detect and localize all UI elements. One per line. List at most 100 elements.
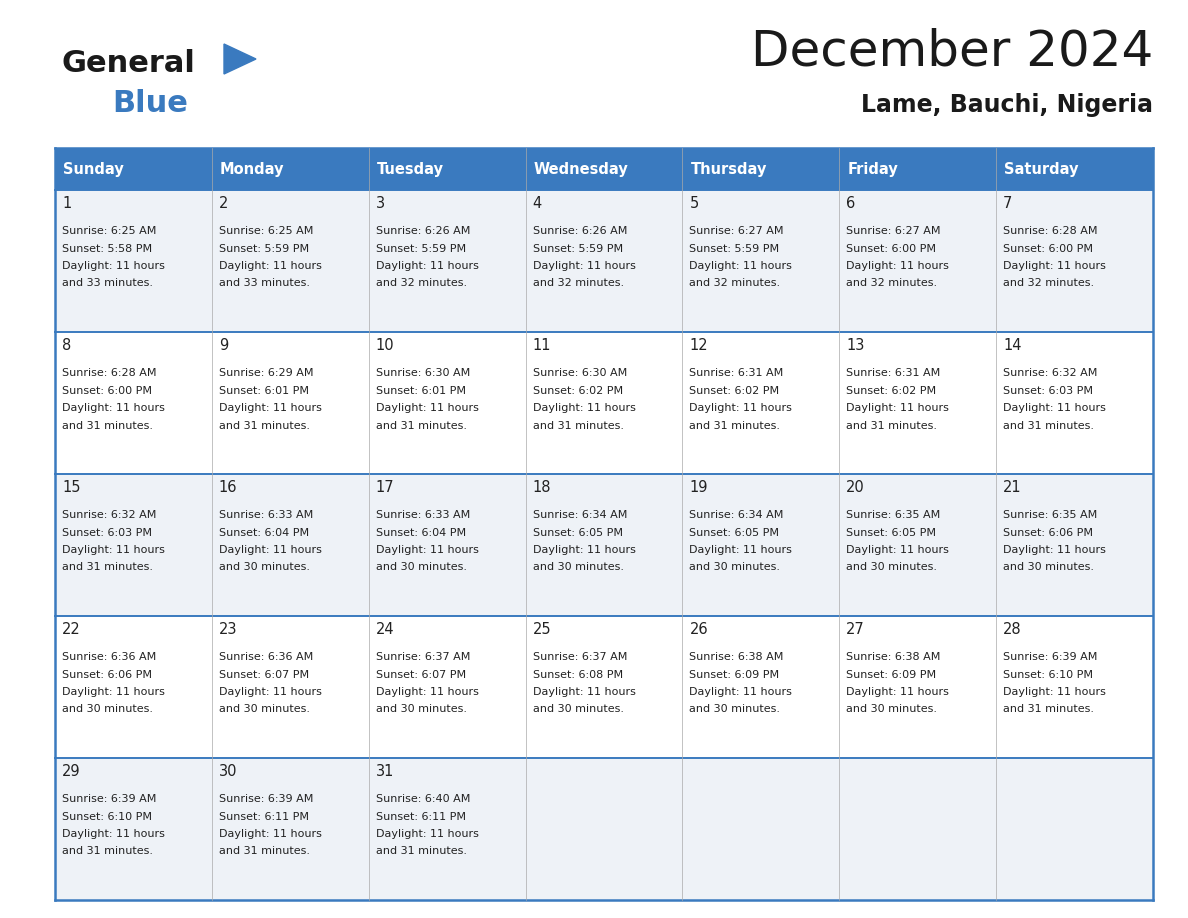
- Bar: [211, 190, 368, 332]
- Text: Daylight: 11 hours: Daylight: 11 hours: [62, 687, 165, 697]
- Text: Sunset: 6:10 PM: Sunset: 6:10 PM: [1003, 669, 1093, 679]
- Text: and 31 minutes.: and 31 minutes.: [375, 846, 467, 856]
- Bar: [55, 148, 211, 190]
- Text: 23: 23: [219, 622, 238, 637]
- Text: and 31 minutes.: and 31 minutes.: [1003, 704, 1094, 714]
- Text: Sunset: 6:10 PM: Sunset: 6:10 PM: [62, 812, 152, 822]
- Text: 25: 25: [532, 622, 551, 637]
- Text: Sunrise: 6:33 AM: Sunrise: 6:33 AM: [219, 510, 314, 520]
- Text: Sunrise: 6:30 AM: Sunrise: 6:30 AM: [532, 368, 627, 378]
- Text: Sunrise: 6:26 AM: Sunrise: 6:26 AM: [375, 226, 470, 236]
- Text: Sunrise: 6:25 AM: Sunrise: 6:25 AM: [62, 226, 157, 236]
- Text: 5: 5: [689, 196, 699, 211]
- Bar: [368, 758, 525, 900]
- Text: and 32 minutes.: and 32 minutes.: [689, 278, 781, 288]
- Text: 11: 11: [532, 338, 551, 353]
- Text: Sunset: 6:01 PM: Sunset: 6:01 PM: [375, 386, 466, 396]
- Text: 28: 28: [1003, 622, 1022, 637]
- Text: 27: 27: [846, 622, 865, 637]
- Text: and 33 minutes.: and 33 minutes.: [219, 278, 310, 288]
- Text: Sunset: 6:04 PM: Sunset: 6:04 PM: [375, 528, 466, 538]
- Text: Sunrise: 6:34 AM: Sunrise: 6:34 AM: [689, 510, 784, 520]
- Text: General: General: [62, 49, 196, 78]
- Text: Sunset: 6:05 PM: Sunset: 6:05 PM: [689, 528, 779, 538]
- Text: 21: 21: [1003, 480, 1022, 495]
- Text: Daylight: 11 hours: Daylight: 11 hours: [219, 403, 322, 413]
- Text: Daylight: 11 hours: Daylight: 11 hours: [846, 545, 949, 555]
- Text: Sunrise: 6:25 AM: Sunrise: 6:25 AM: [219, 226, 314, 236]
- Text: Sunset: 6:06 PM: Sunset: 6:06 PM: [62, 669, 152, 679]
- Text: Daylight: 11 hours: Daylight: 11 hours: [1003, 545, 1106, 555]
- Text: Tuesday: Tuesday: [377, 162, 443, 176]
- Polygon shape: [225, 44, 255, 74]
- Text: and 32 minutes.: and 32 minutes.: [375, 278, 467, 288]
- Text: Daylight: 11 hours: Daylight: 11 hours: [62, 829, 165, 839]
- Bar: [55, 332, 211, 474]
- Text: Daylight: 11 hours: Daylight: 11 hours: [532, 403, 636, 413]
- Text: and 31 minutes.: and 31 minutes.: [62, 420, 153, 431]
- Text: and 30 minutes.: and 30 minutes.: [846, 563, 937, 573]
- Text: Sunset: 6:11 PM: Sunset: 6:11 PM: [375, 812, 466, 822]
- Text: and 30 minutes.: and 30 minutes.: [219, 704, 310, 714]
- Text: Sunset: 6:01 PM: Sunset: 6:01 PM: [219, 386, 309, 396]
- Text: Sunset: 6:00 PM: Sunset: 6:00 PM: [846, 243, 936, 253]
- Text: Daylight: 11 hours: Daylight: 11 hours: [62, 261, 165, 271]
- Text: 14: 14: [1003, 338, 1022, 353]
- Bar: [997, 616, 1154, 758]
- Text: Saturday: Saturday: [1004, 162, 1079, 176]
- Text: Sunset: 6:02 PM: Sunset: 6:02 PM: [689, 386, 779, 396]
- Text: Daylight: 11 hours: Daylight: 11 hours: [219, 261, 322, 271]
- Text: 9: 9: [219, 338, 228, 353]
- Bar: [525, 190, 682, 332]
- Text: Sunrise: 6:34 AM: Sunrise: 6:34 AM: [532, 510, 627, 520]
- Text: and 30 minutes.: and 30 minutes.: [689, 563, 781, 573]
- Text: Sunrise: 6:39 AM: Sunrise: 6:39 AM: [1003, 652, 1098, 662]
- Bar: [839, 190, 997, 332]
- Text: 1: 1: [62, 196, 71, 211]
- Text: Sunrise: 6:27 AM: Sunrise: 6:27 AM: [846, 226, 941, 236]
- Text: Sunset: 6:08 PM: Sunset: 6:08 PM: [532, 669, 623, 679]
- Text: and 31 minutes.: and 31 minutes.: [219, 846, 310, 856]
- Text: Thursday: Thursday: [690, 162, 766, 176]
- Bar: [368, 474, 525, 616]
- Text: and 30 minutes.: and 30 minutes.: [62, 704, 153, 714]
- Text: Daylight: 11 hours: Daylight: 11 hours: [1003, 403, 1106, 413]
- Text: Daylight: 11 hours: Daylight: 11 hours: [1003, 261, 1106, 271]
- Text: Daylight: 11 hours: Daylight: 11 hours: [846, 687, 949, 697]
- Text: Daylight: 11 hours: Daylight: 11 hours: [62, 545, 165, 555]
- Bar: [525, 758, 682, 900]
- Bar: [839, 148, 997, 190]
- Text: Sunset: 6:00 PM: Sunset: 6:00 PM: [1003, 243, 1093, 253]
- Text: Sunrise: 6:26 AM: Sunrise: 6:26 AM: [532, 226, 627, 236]
- Bar: [525, 474, 682, 616]
- Text: Daylight: 11 hours: Daylight: 11 hours: [219, 687, 322, 697]
- Text: and 31 minutes.: and 31 minutes.: [1003, 420, 1094, 431]
- Text: 18: 18: [532, 480, 551, 495]
- Text: Daylight: 11 hours: Daylight: 11 hours: [375, 261, 479, 271]
- Text: Sunset: 6:02 PM: Sunset: 6:02 PM: [532, 386, 623, 396]
- Text: 6: 6: [846, 196, 855, 211]
- Bar: [839, 332, 997, 474]
- Text: and 32 minutes.: and 32 minutes.: [1003, 278, 1094, 288]
- Text: 30: 30: [219, 764, 238, 779]
- Text: 2: 2: [219, 196, 228, 211]
- Text: Sunset: 6:06 PM: Sunset: 6:06 PM: [1003, 528, 1093, 538]
- Bar: [682, 190, 839, 332]
- Bar: [211, 616, 368, 758]
- Text: Sunset: 5:59 PM: Sunset: 5:59 PM: [689, 243, 779, 253]
- Text: 17: 17: [375, 480, 394, 495]
- Text: 31: 31: [375, 764, 394, 779]
- Bar: [368, 332, 525, 474]
- Bar: [55, 474, 211, 616]
- Text: Sunrise: 6:38 AM: Sunrise: 6:38 AM: [846, 652, 941, 662]
- Text: Sunrise: 6:39 AM: Sunrise: 6:39 AM: [62, 794, 157, 804]
- Text: Sunrise: 6:32 AM: Sunrise: 6:32 AM: [62, 510, 157, 520]
- Text: and 30 minutes.: and 30 minutes.: [375, 704, 467, 714]
- Text: and 30 minutes.: and 30 minutes.: [532, 704, 624, 714]
- Text: Daylight: 11 hours: Daylight: 11 hours: [532, 261, 636, 271]
- Text: Wednesday: Wednesday: [533, 162, 628, 176]
- Text: Daylight: 11 hours: Daylight: 11 hours: [689, 403, 792, 413]
- Bar: [55, 616, 211, 758]
- Text: Lame, Bauchi, Nigeria: Lame, Bauchi, Nigeria: [861, 93, 1154, 117]
- Text: and 30 minutes.: and 30 minutes.: [846, 704, 937, 714]
